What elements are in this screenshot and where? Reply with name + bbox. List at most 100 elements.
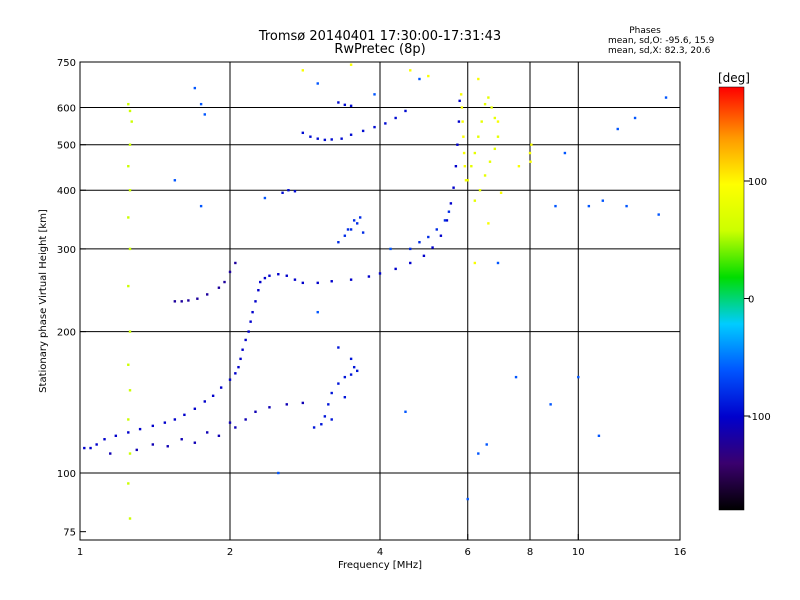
data-point	[193, 441, 197, 444]
data-point	[128, 330, 132, 333]
x-tick-label: 8	[527, 547, 533, 558]
data-point	[199, 204, 203, 208]
colorbar-tick-label: 0	[748, 295, 754, 306]
data-point	[234, 426, 237, 429]
data-point	[496, 120, 500, 123]
data-point	[470, 164, 473, 168]
x-tick-label: 1	[77, 547, 83, 558]
data-point	[234, 261, 237, 265]
data-point	[241, 348, 244, 351]
data-point	[352, 365, 356, 369]
data-point	[529, 160, 532, 163]
data-point	[316, 281, 319, 285]
data-point	[257, 289, 260, 292]
data-point	[330, 138, 333, 141]
data-point	[493, 147, 497, 151]
colorbar-label: [deg]	[718, 71, 750, 85]
data-point	[219, 386, 223, 389]
data-point	[127, 418, 130, 421]
data-point	[268, 406, 271, 409]
data-point	[183, 413, 186, 417]
data-point	[135, 448, 138, 452]
data-point	[173, 418, 177, 421]
data-point	[499, 191, 503, 194]
data-point	[493, 116, 497, 120]
data-point	[454, 164, 458, 168]
data-point	[418, 241, 421, 244]
data-point	[480, 120, 483, 123]
data-point	[199, 102, 203, 106]
data-point	[277, 471, 280, 475]
data-point	[196, 297, 199, 300]
data-point	[163, 421, 167, 424]
data-point	[439, 234, 443, 237]
data-point	[361, 231, 365, 234]
data-point	[459, 93, 463, 96]
data-point	[422, 254, 426, 258]
data-point	[114, 434, 118, 438]
data-point	[239, 357, 242, 361]
data-point	[293, 190, 297, 193]
x-axis-ticks: 1 2 4 6 8 10 16	[77, 534, 686, 558]
data-point	[343, 103, 347, 107]
data-point	[128, 452, 132, 455]
data-point	[293, 278, 297, 281]
data-point	[309, 135, 312, 138]
data-point	[445, 219, 449, 222]
data-point	[244, 418, 247, 421]
data-point	[378, 272, 382, 275]
data-point	[330, 418, 333, 421]
data-point	[487, 96, 490, 99]
data-point	[234, 372, 237, 375]
data-point	[394, 116, 397, 120]
data-point	[478, 189, 482, 192]
data-point	[462, 135, 465, 138]
data-point	[563, 151, 567, 155]
data-point	[601, 199, 605, 202]
data-point	[277, 273, 280, 276]
grid-lines	[80, 62, 680, 540]
data-point	[263, 196, 267, 200]
colorbar-tick-label: -100	[748, 412, 771, 423]
data-point	[301, 131, 305, 135]
data-point	[217, 434, 221, 438]
colorbar	[718, 86, 745, 511]
data-point	[187, 299, 190, 302]
y-tick-label: 400	[57, 186, 76, 197]
data-point	[223, 280, 226, 284]
data-point	[128, 189, 132, 192]
data-point	[173, 300, 177, 303]
data-point	[466, 179, 469, 182]
data-point	[316, 310, 319, 314]
data-point	[237, 365, 240, 369]
data-point	[352, 219, 356, 222]
y-axis-ticks: 75 100 200 300 400 500 600 750	[57, 58, 86, 539]
data-point	[355, 369, 359, 373]
data-point	[268, 274, 271, 277]
data-point	[349, 228, 353, 231]
data-point	[463, 164, 467, 168]
data-point	[259, 280, 262, 284]
data-point	[337, 101, 340, 104]
x-tick-label: 10	[572, 547, 585, 558]
data-point	[633, 116, 637, 120]
y-axis-label: Stationary phase Virtual Height [km]	[38, 209, 49, 393]
colorbar-tick-label: 100	[748, 177, 767, 188]
data-point	[343, 375, 347, 379]
data-point	[180, 300, 183, 303]
data-point	[349, 357, 353, 361]
data-point	[361, 129, 365, 133]
data-point	[496, 261, 500, 265]
x-tick-label: 4	[377, 547, 383, 558]
data-point	[483, 102, 487, 106]
data-point	[103, 438, 106, 441]
data-point	[323, 415, 327, 418]
data-point	[316, 82, 319, 85]
data-point	[127, 284, 130, 288]
data-point	[343, 396, 347, 399]
data-point	[487, 222, 490, 225]
data-point	[404, 410, 407, 413]
data-point	[203, 400, 206, 403]
